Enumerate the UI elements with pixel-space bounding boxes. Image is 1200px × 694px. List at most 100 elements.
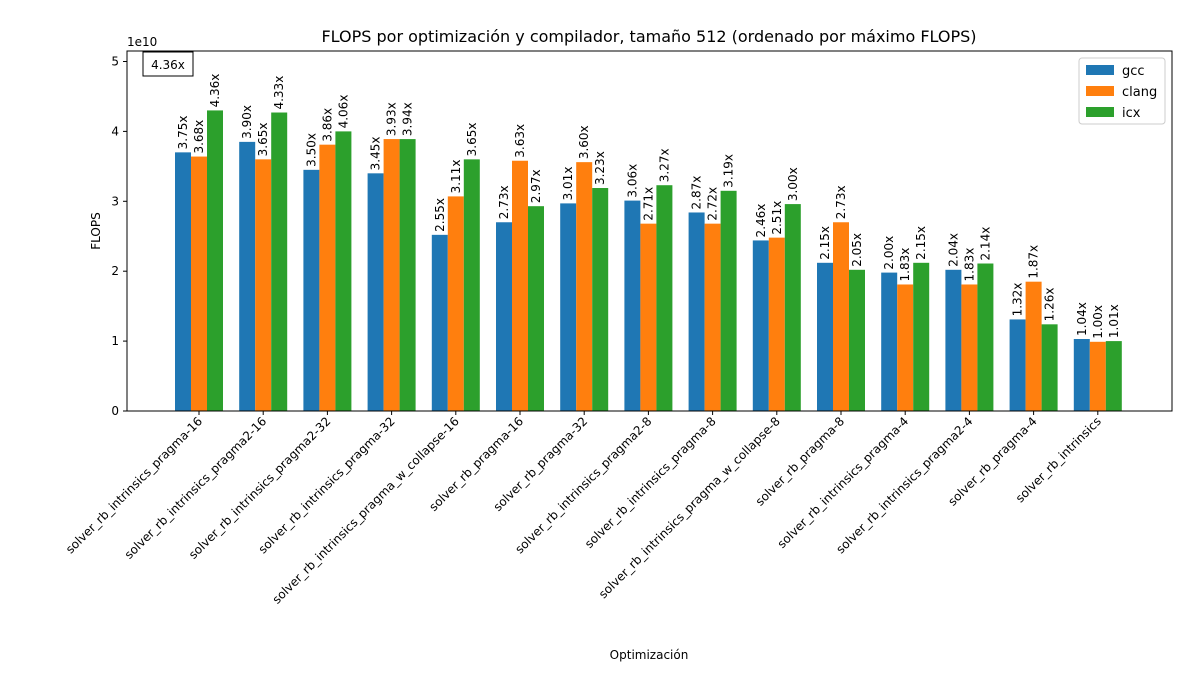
y-tick-label-0: 0 (111, 404, 119, 418)
bar-label-icx-7: 3.23x (593, 151, 607, 185)
bar-label-gcc-5: 2.55x (433, 198, 447, 232)
bar-label-icx-1: 4.36x (208, 74, 222, 108)
bar-icx-1 (207, 110, 223, 411)
x-tick-label-4: solver_rb_intrinsics_pragma-32 (256, 414, 398, 556)
y-tick-label-2: 2 (111, 264, 119, 278)
y-tick-label-5: 5 (111, 54, 119, 68)
bar-icx-15 (1105, 341, 1122, 411)
bar-clang-15 (1089, 341, 1106, 411)
bar-clang-6 (512, 160, 528, 411)
x-axis-label: Optimización (610, 648, 689, 662)
y-axis-label: FLOPS (89, 212, 103, 249)
bar-clang-3 (319, 144, 336, 411)
bar-label-clang-15: 1.00x (1091, 305, 1105, 339)
bar-label-icx-13: 2.14x (978, 227, 992, 261)
bar-icx-4 (399, 139, 416, 411)
max-annotation-text: 4.36x (151, 58, 185, 72)
bar-gcc-10 (752, 240, 769, 411)
bar-clang-2 (255, 159, 272, 411)
bar-gcc-11 (817, 262, 833, 411)
legend-swatch-clang (1086, 86, 1114, 96)
bar-label-icx-2: 4.33x (272, 76, 286, 110)
bar-label-clang-7: 3.60x (577, 125, 591, 159)
legend-swatch-icx (1086, 107, 1114, 117)
legend-label-gcc: gcc (1122, 64, 1145, 79)
x-tick-label-12: solver_rb_intrinsics_pragma-4 (775, 414, 912, 551)
x-tick-label-8: solver_rb_intrinsics_pragma2-8 (512, 414, 654, 556)
bar-clang-5 (447, 196, 464, 411)
x-tick-label-13: solver_rb_intrinsics_pragma2-4 (833, 414, 975, 556)
bar-label-icx-3: 4.06x (336, 95, 350, 129)
bar-gcc-1 (175, 152, 191, 411)
x-tick-label-9: solver_rb_intrinsics_pragma-8 (582, 414, 719, 551)
plot-frame (126, 50, 1173, 412)
y-tick-label-1: 1 (111, 334, 119, 348)
bar-label-clang-2: 3.65x (256, 123, 270, 157)
bar-clang-1 (191, 156, 207, 411)
bar-icx-6 (528, 206, 544, 411)
bar-label-icx-14: 1.26x (1043, 287, 1057, 321)
bar-icx-5 (463, 159, 480, 411)
bar-label-icx-8: 3.27x (657, 148, 671, 182)
bar-clang-11 (833, 222, 849, 411)
bar-gcc-14 (1009, 319, 1026, 411)
bars-layer (175, 110, 1122, 412)
legend-label-clang: clang (1122, 85, 1157, 100)
x-tick-label-2: solver_rb_intrinsics_pragma2-16 (122, 414, 270, 562)
bar-label-icx-12: 2.15x (914, 226, 928, 260)
bar-label-gcc-10: 2.46x (754, 204, 768, 238)
bar-icx-13 (977, 263, 994, 411)
bar-label-icx-15: 1.01x (1107, 304, 1121, 338)
bar-label-gcc-1: 3.75x (176, 116, 190, 150)
bar-value-labels: 3.75x 3.68x4.36x3.90x3.65x4.33x3.50x3.86x… (176, 74, 1121, 339)
bar-label-gcc-15: 1.04x (1075, 302, 1089, 336)
chart-title: FLOPS por optimización y compilador, tam… (321, 27, 976, 46)
bar-gcc-4 (367, 173, 384, 411)
bar-label-gcc-3: 3.50x (304, 133, 318, 167)
bar-clang-12 (897, 284, 914, 411)
x-tick-label-1: solver_rb_intrinsics_pragma-16 (63, 414, 205, 556)
bar-label-gcc-11: 2.15x (818, 226, 832, 260)
bar-label-gcc-9: 2.87x (690, 176, 704, 210)
bar-label-gcc-14: 1.32x (1011, 283, 1025, 317)
axes: 012345solver_rb_intrinsics_pragma-16solv… (63, 50, 1173, 607)
bar-label-clang-12: 1.83x (898, 248, 912, 282)
bar-gcc-7 (560, 203, 577, 411)
y-axis-offset-label: 1e10 (127, 35, 157, 49)
bar-label-gcc-6: 2.73x (497, 185, 511, 219)
legend-swatch-gcc (1086, 65, 1114, 75)
bar-gcc-2 (239, 141, 256, 411)
bar-gcc-12 (881, 272, 898, 411)
bar-icx-14 (1041, 324, 1058, 411)
bar-gcc-15 (1073, 339, 1090, 411)
bar-label-clang-3: 3.86x (320, 108, 334, 142)
bar-label-icx-4: 3.94x (401, 102, 415, 136)
bar-label-clang-11: 2.73x (834, 185, 848, 219)
bar-clang-10 (768, 237, 785, 411)
bar-icx-12 (913, 262, 930, 411)
bar-clang-7 (576, 162, 593, 411)
bar-label-clang-10: 2.51x (770, 201, 784, 235)
bar-gcc-6 (496, 222, 512, 411)
bar-label-clang-6: 3.63x (513, 124, 527, 158)
bar-label-gcc-12: 2.00x (882, 236, 896, 270)
bar-clang-8 (640, 223, 657, 411)
bar-label-icx-9: 3.19x (722, 154, 736, 188)
bar-label-clang-8: 2.71x (641, 187, 655, 221)
bar-label-clang-9: 2.72x (706, 187, 720, 221)
bar-clang-14 (1025, 281, 1042, 411)
bar-label-gcc-7: 3.01x (561, 167, 575, 201)
bar-label-icx-6: 2.97x (529, 169, 543, 203)
bar-clang-13 (961, 284, 978, 411)
legend: gcc clang icx (1078, 57, 1166, 125)
bar-clang-4 (383, 139, 400, 411)
bar-gcc-3 (303, 169, 320, 411)
bar-gcc-5 (431, 234, 448, 411)
bar-icx-11 (849, 269, 865, 411)
y-tick-label-4: 4 (111, 124, 119, 138)
bar-label-clang-1: 3.68x (192, 120, 206, 154)
bar-label-clang-4: 3.93x (385, 102, 399, 136)
bar-label-gcc-13: 2.04x (946, 233, 960, 267)
